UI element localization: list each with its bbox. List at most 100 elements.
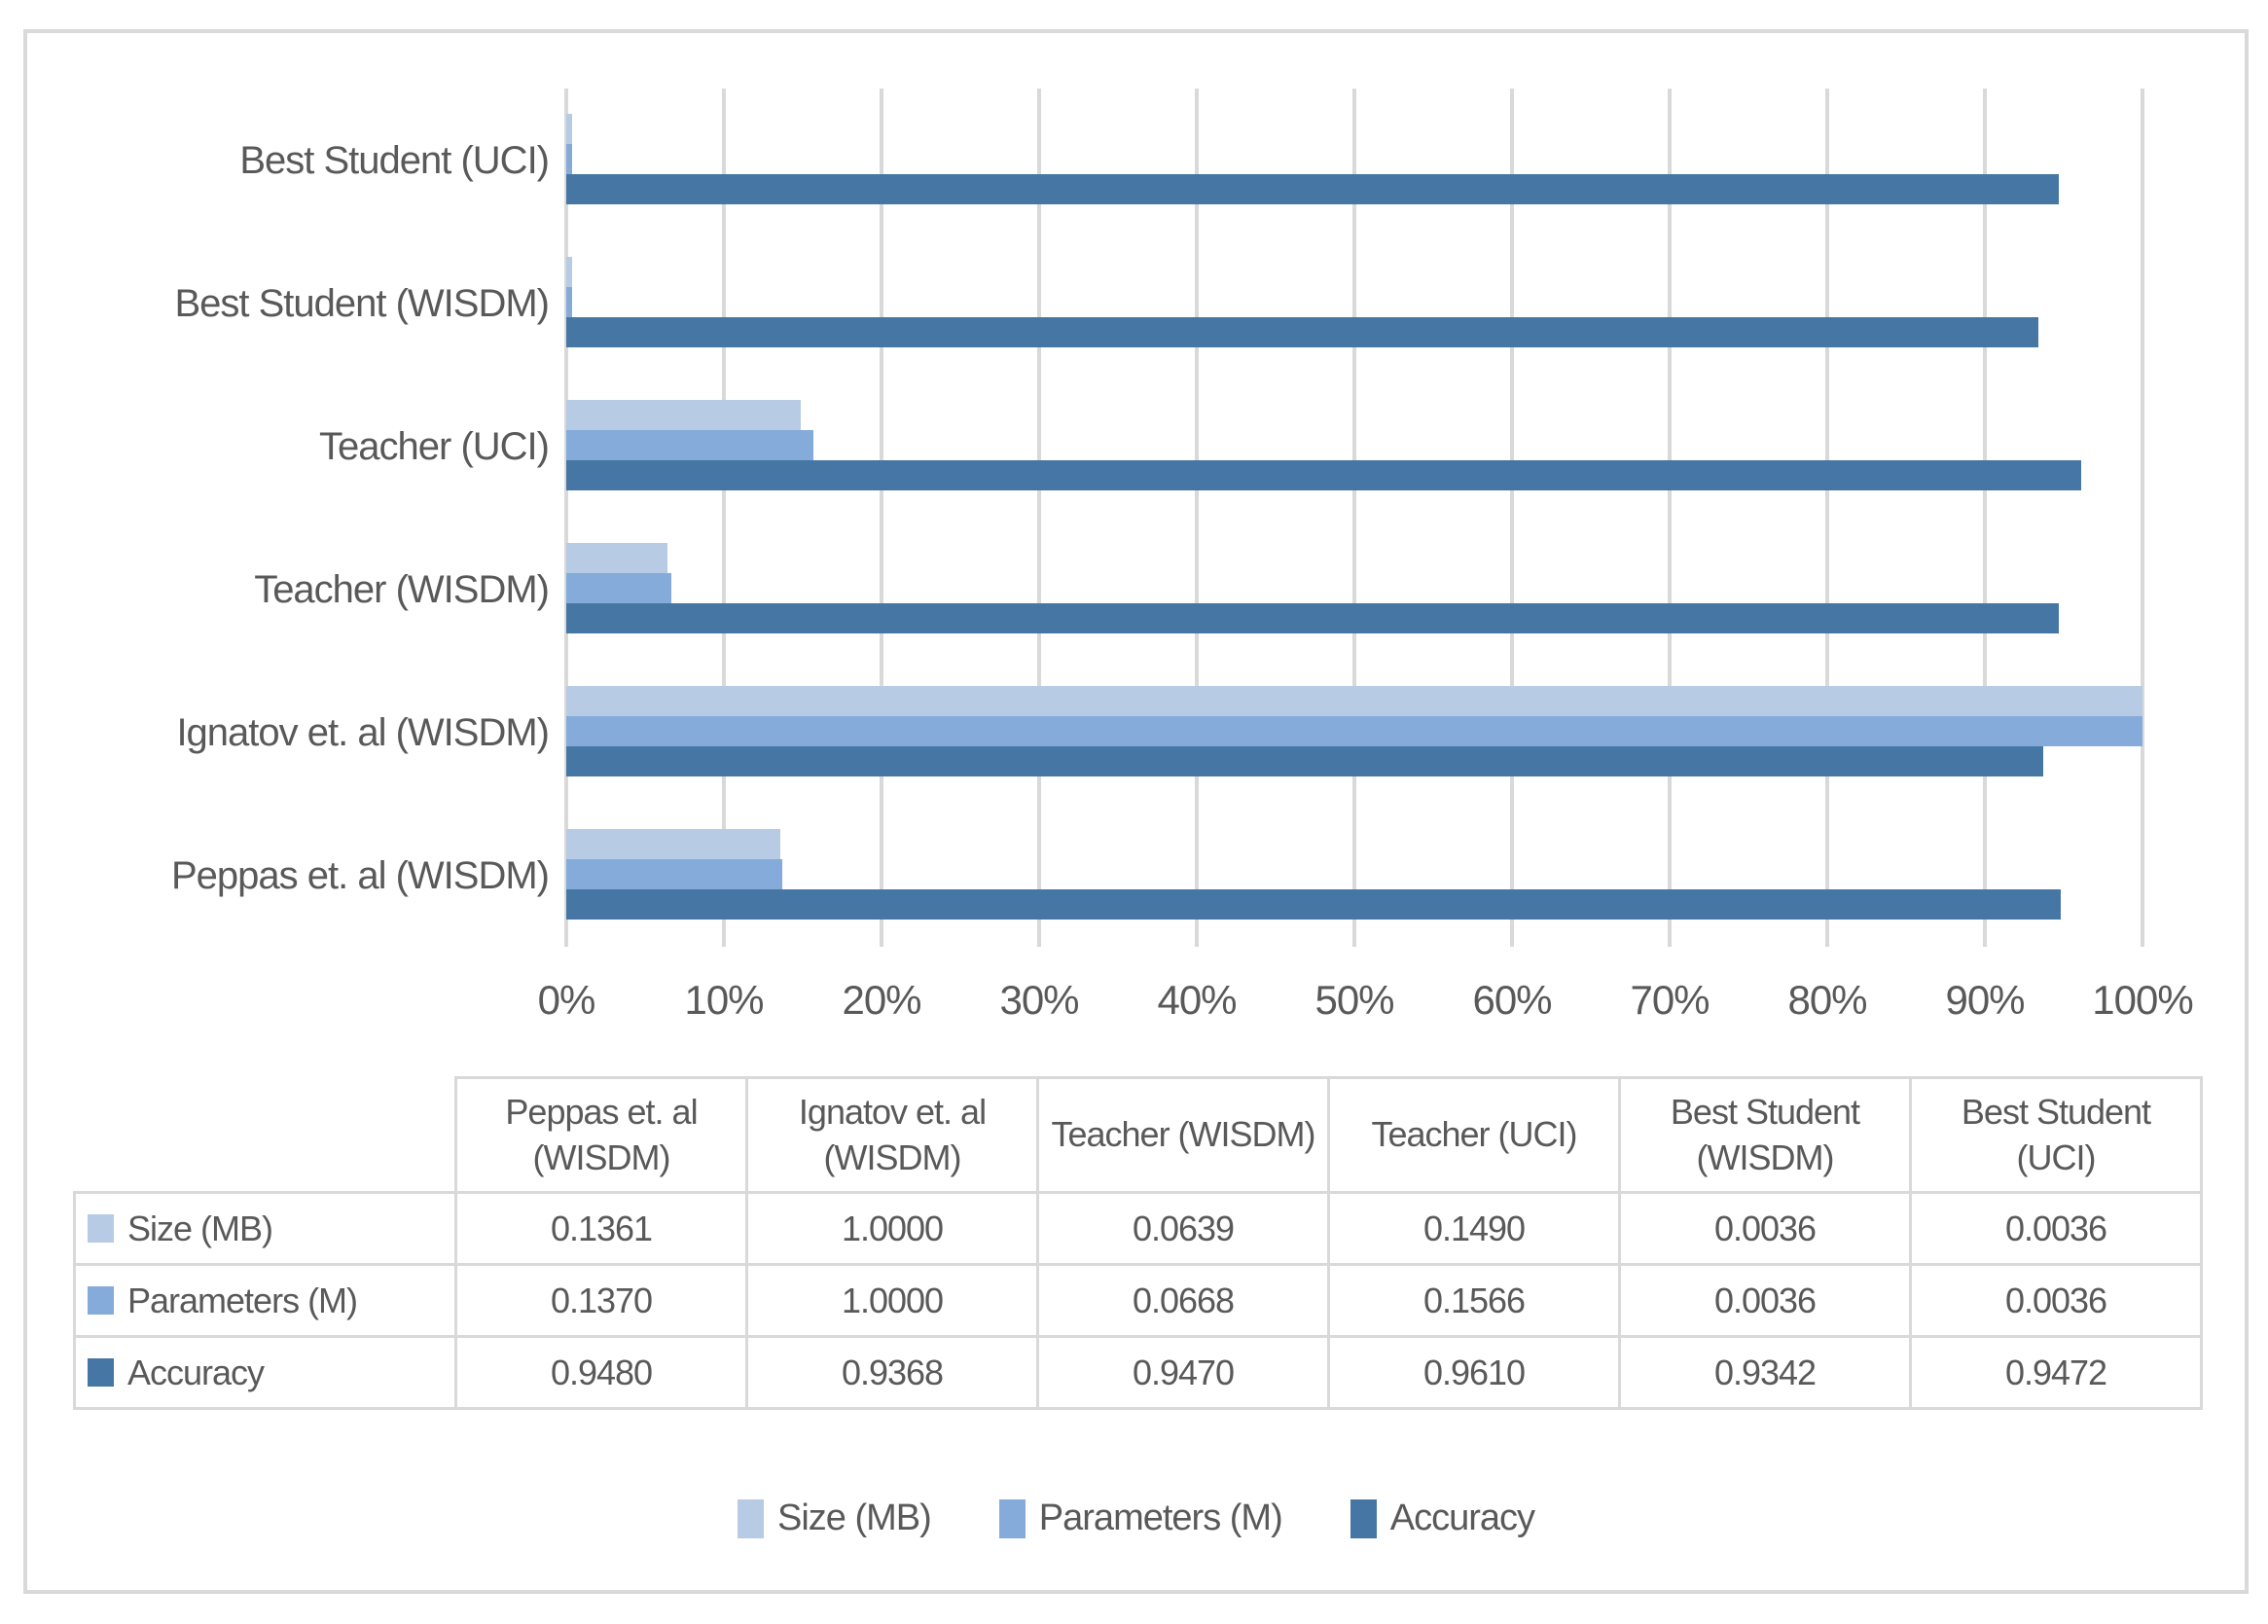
category-label: Ignatov et. al (WISDM) bbox=[176, 710, 550, 754]
bar-size-mb bbox=[566, 114, 572, 144]
legend-label: Parameters (M) bbox=[1038, 1498, 1283, 1538]
table-cell: 0.9470 bbox=[1036, 1335, 1330, 1410]
legend-label: Accuracy bbox=[1389, 1498, 1535, 1538]
bar-parameters-m bbox=[566, 573, 672, 603]
bar-size-mb bbox=[566, 829, 781, 859]
table-cell: 0.9480 bbox=[454, 1335, 748, 1410]
legend-swatch-icon bbox=[998, 1498, 1026, 1538]
category-label: Teacher (WISDM) bbox=[254, 567, 550, 611]
table-cell: 0.1490 bbox=[1327, 1191, 1621, 1266]
bar-accuracy bbox=[566, 317, 2039, 347]
bar-parameters-m bbox=[566, 144, 572, 174]
legend-key-icon bbox=[88, 1213, 114, 1243]
table-row: Parameters (M) 0.1370 1.0000 0.0668 0.1566 0.… bbox=[73, 1263, 2203, 1338]
category-label: Best Student (WISDM) bbox=[174, 281, 550, 325]
bar-parameters-m bbox=[566, 430, 813, 460]
bar-group bbox=[566, 804, 2142, 947]
legend-item: Size (MB) bbox=[738, 1498, 932, 1539]
legend-item: Accuracy bbox=[1350, 1498, 1535, 1539]
bar-size-mb bbox=[566, 400, 802, 430]
table-column-header: Ignatov et. al (WISDM) bbox=[745, 1076, 1039, 1194]
legend-swatch-icon bbox=[1350, 1498, 1377, 1538]
legend-label: Size (MB) bbox=[777, 1498, 932, 1538]
gridline-10% bbox=[722, 89, 726, 947]
table-row: Accuracy 0.9480 0.9368 0.9470 0.9610 0.9342 0.… bbox=[73, 1335, 2203, 1410]
bar-accuracy bbox=[566, 889, 2061, 920]
legend-key-icon bbox=[88, 1357, 114, 1387]
bar-parameters-m bbox=[566, 287, 572, 317]
table-row-label: Parameters (M) bbox=[73, 1263, 457, 1338]
x-tick-label: 80% bbox=[1787, 977, 1867, 1023]
chart-data-table: Peppas et. al (WISDM) Ignatov et. al (WIS… bbox=[73, 1076, 2203, 1410]
bar-group bbox=[566, 661, 2142, 804]
table-column-header: Teacher (WISDM) bbox=[1036, 1076, 1330, 1194]
table-column-header: Best Student (UCI) bbox=[1909, 1076, 2203, 1194]
table-row-label: Size (MB) bbox=[73, 1191, 457, 1266]
table-cell: 0.9342 bbox=[1618, 1335, 1912, 1410]
legend-item: Parameters (M) bbox=[998, 1498, 1283, 1539]
table-column-header: Teacher (UCI) bbox=[1327, 1076, 1621, 1194]
bar-accuracy bbox=[566, 174, 2060, 204]
table-cell: 0.0036 bbox=[1909, 1263, 2203, 1338]
x-tick-label: 90% bbox=[1945, 977, 2025, 1023]
plot-area bbox=[564, 89, 2144, 947]
table-corner-cell bbox=[74, 1077, 456, 1193]
table-row-label: Accuracy bbox=[73, 1335, 457, 1410]
table-cell: 0.0668 bbox=[1036, 1263, 1330, 1338]
table-row: Size (MB) 0.1361 1.0000 0.0639 0.1490 0.0036 0… bbox=[73, 1191, 2203, 1266]
bar-parameters-m bbox=[566, 859, 782, 889]
table-cell: 0.1361 bbox=[454, 1191, 748, 1266]
category-label: Peppas et. al (WISDM) bbox=[170, 853, 550, 897]
gridline-40% bbox=[1195, 89, 1199, 947]
gridline-30% bbox=[1037, 89, 1041, 947]
table-cell: 0.1370 bbox=[454, 1263, 748, 1338]
table-cell: 0.0036 bbox=[1618, 1263, 1912, 1338]
x-tick-label: 20% bbox=[842, 977, 921, 1023]
bar-accuracy bbox=[566, 460, 2081, 490]
x-tick-label: 100% bbox=[2092, 977, 2193, 1023]
gridline-60% bbox=[1510, 89, 1514, 947]
bar-accuracy bbox=[566, 746, 2043, 776]
gridline-20% bbox=[880, 89, 883, 947]
table-column-header: Best Student (WISDM) bbox=[1618, 1076, 1912, 1194]
category-label: Best Student (UCI) bbox=[239, 138, 550, 182]
table-column-header: Peppas et. al (WISDM) bbox=[454, 1076, 748, 1194]
table-cell: 1.0000 bbox=[745, 1263, 1039, 1338]
chart-area-frame: Best Student (UCI) Best Student (WISDM) Te… bbox=[23, 29, 2249, 1594]
table-cell: 0.0639 bbox=[1036, 1191, 1330, 1266]
gridline-50% bbox=[1352, 89, 1356, 947]
x-tick-label: 70% bbox=[1630, 977, 1710, 1023]
x-tick-label: 10% bbox=[684, 977, 764, 1023]
table-cell: 1.0000 bbox=[745, 1191, 1039, 1266]
table-cell: 0.9368 bbox=[745, 1335, 1039, 1410]
bar-size-mb bbox=[566, 686, 2142, 716]
bar-parameters-m bbox=[566, 716, 2142, 746]
table-cell: 0.1566 bbox=[1327, 1263, 1621, 1338]
table-cell: 0.0036 bbox=[1909, 1191, 2203, 1266]
bar-group bbox=[566, 89, 2142, 232]
x-tick-label: 0% bbox=[537, 977, 596, 1023]
table-cell: 0.9610 bbox=[1327, 1335, 1621, 1410]
legend-key-icon bbox=[88, 1285, 114, 1315]
gridline-80% bbox=[1825, 89, 1829, 947]
x-tick-label: 30% bbox=[999, 977, 1079, 1023]
bar-group bbox=[566, 375, 2142, 518]
gridline-90% bbox=[1983, 89, 1987, 947]
x-tick-label: 60% bbox=[1472, 977, 1552, 1023]
table-cell: 0.9472 bbox=[1909, 1335, 2203, 1410]
bar-accuracy bbox=[566, 603, 2060, 633]
chart-legend: Size (MB) Parameters (M) Accuracy bbox=[27, 1498, 2245, 1539]
bar-group bbox=[566, 232, 2142, 375]
bar-group bbox=[566, 518, 2142, 661]
bar-size-mb bbox=[566, 257, 572, 287]
table-cell: 0.0036 bbox=[1618, 1191, 1912, 1266]
x-tick-label: 40% bbox=[1157, 977, 1237, 1023]
x-tick-label: 50% bbox=[1314, 977, 1394, 1023]
gridline-100% bbox=[2141, 89, 2144, 947]
gridline-0% bbox=[564, 89, 568, 947]
bar-size-mb bbox=[566, 543, 667, 573]
legend-swatch-icon bbox=[738, 1498, 764, 1538]
gridline-70% bbox=[1668, 89, 1672, 947]
category-label: Teacher (UCI) bbox=[319, 424, 550, 468]
